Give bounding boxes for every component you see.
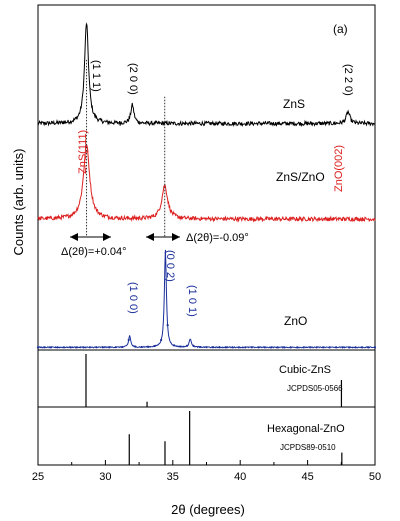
series-label-zns-zno: ZnS/ZnO [276, 170, 325, 184]
peak-label-zno-100: (1 0 0) [127, 282, 139, 314]
ref-panel-zns-frame [37, 349, 376, 408]
x-axis-title: 2θ (degrees) [171, 502, 245, 517]
zno-series-marker [173, 344, 176, 347]
zno-series-marker [257, 346, 260, 349]
series-line-zns [37, 22, 376, 128]
x-tick-label-30: 30 [99, 471, 111, 483]
x-tick-label-25: 25 [32, 471, 44, 483]
zno-series-marker [289, 346, 292, 349]
panel-label: (a) [333, 22, 348, 36]
zno-series-marker [367, 346, 370, 349]
zno-series-marker [315, 346, 318, 349]
zno-series-marker [341, 346, 344, 349]
zno-series-marker [244, 346, 247, 349]
zno-series-marker [218, 346, 221, 349]
peak-label-zno002-red: ZnO(002) [333, 145, 345, 192]
zno-series-marker [82, 346, 85, 349]
zno-series-marker [75, 346, 78, 349]
series-label-zno: ZnO [284, 314, 307, 328]
zno-series-marker [101, 346, 104, 349]
zno-series-marker [237, 346, 240, 349]
zno-series-marker [328, 346, 331, 349]
x-tick-label-45: 45 [301, 471, 313, 483]
peak-label-zns-111: (1 1 1) [90, 60, 102, 92]
zno-series-marker [373, 346, 377, 349]
zno-series-marker [153, 344, 156, 348]
x-tick-label-40: 40 [234, 471, 246, 483]
zno-series-marker [179, 345, 182, 348]
zno-series-marker [309, 346, 312, 349]
ref-name-cubic-zns: Cubic-ZnS [279, 364, 331, 376]
ref-panel-zno-frame [37, 406, 376, 466]
zno-series-marker [263, 346, 266, 349]
zno-series-marker [276, 346, 279, 349]
zno-series-marker [347, 346, 351, 349]
peak-label-zns-220: (2 2 0) [342, 64, 354, 96]
zno-series-marker [121, 345, 124, 349]
zno-series-marker [250, 346, 253, 349]
zno-series-marker [283, 346, 286, 349]
shift-arrowhead-right-a [146, 233, 154, 241]
zno-series-marker [231, 346, 234, 349]
peak-label-zns-200: (2 0 0) [127, 63, 139, 95]
peak-label-zno-002: (0 0 2) [164, 250, 176, 282]
x-axis-ticks: 25 30 35 40 45 50 [32, 460, 381, 483]
zno-series-marker [160, 338, 163, 342]
zno-series-marker [108, 346, 111, 349]
shift-arrowhead-left-b [103, 233, 111, 241]
zno-series-marker [36, 346, 40, 349]
zno-series-marker [224, 346, 228, 349]
zno-series-marker [211, 346, 215, 349]
zno-series-marker [140, 345, 143, 349]
x-tick-label-35: 35 [167, 471, 179, 483]
zno-series-marker [205, 346, 208, 349]
zno-series-marker [185, 344, 189, 347]
zno-series-marker [198, 345, 202, 349]
zno-series-marker [270, 346, 273, 349]
zno-series-marker [322, 346, 325, 349]
zno-series-marker [302, 346, 305, 349]
series-layer [36, 22, 377, 349]
peak-label-zns111-red: ZnS(111) [77, 130, 89, 174]
shift-annotation-right: Δ(2θ)=-0.09° [186, 232, 249, 244]
reference-lines-layer [85, 354, 343, 465]
zno-series-marker [192, 344, 195, 347]
zno-series-marker [69, 346, 72, 349]
zno-series-marker [88, 346, 91, 349]
zno-series-marker [360, 346, 364, 349]
zno-series-marker [95, 346, 98, 349]
peak-label-zno-101: (1 0 1) [186, 285, 198, 317]
zno-series-marker [147, 345, 150, 348]
zno-series-marker [127, 338, 130, 341]
zno-series-marker [56, 346, 59, 349]
zno-series-marker [335, 346, 338, 349]
zno-series-marker [296, 346, 299, 349]
zno-series-marker [354, 346, 357, 349]
shift-arrowhead-right-b [172, 233, 180, 241]
zno-series-marker [49, 346, 53, 349]
zno-series-marker [166, 323, 169, 327]
zno-series-marker [134, 345, 137, 348]
ref-card-cubic-zns: JCPDS05-0566 [287, 384, 343, 393]
shift-annotation-left: Δ(2θ)=+0.04° [61, 246, 127, 258]
zno-series-marker [62, 346, 66, 349]
zno-series-marker [43, 346, 46, 349]
ref-name-hex-zno: Hexagonal-ZnO [267, 423, 345, 435]
shift-arrowhead-left-a [70, 233, 78, 241]
zno-series-marker [114, 346, 117, 349]
ref-card-hex-zno: JCPDS89-0510 [280, 443, 336, 452]
x-tick-label-50: 50 [369, 471, 381, 483]
series-line-zno [37, 249, 376, 349]
series-label-zns: ZnS [283, 97, 305, 111]
y-axis-title: Counts (arb. units) [11, 149, 26, 256]
series-line-zns-zno [37, 143, 376, 223]
